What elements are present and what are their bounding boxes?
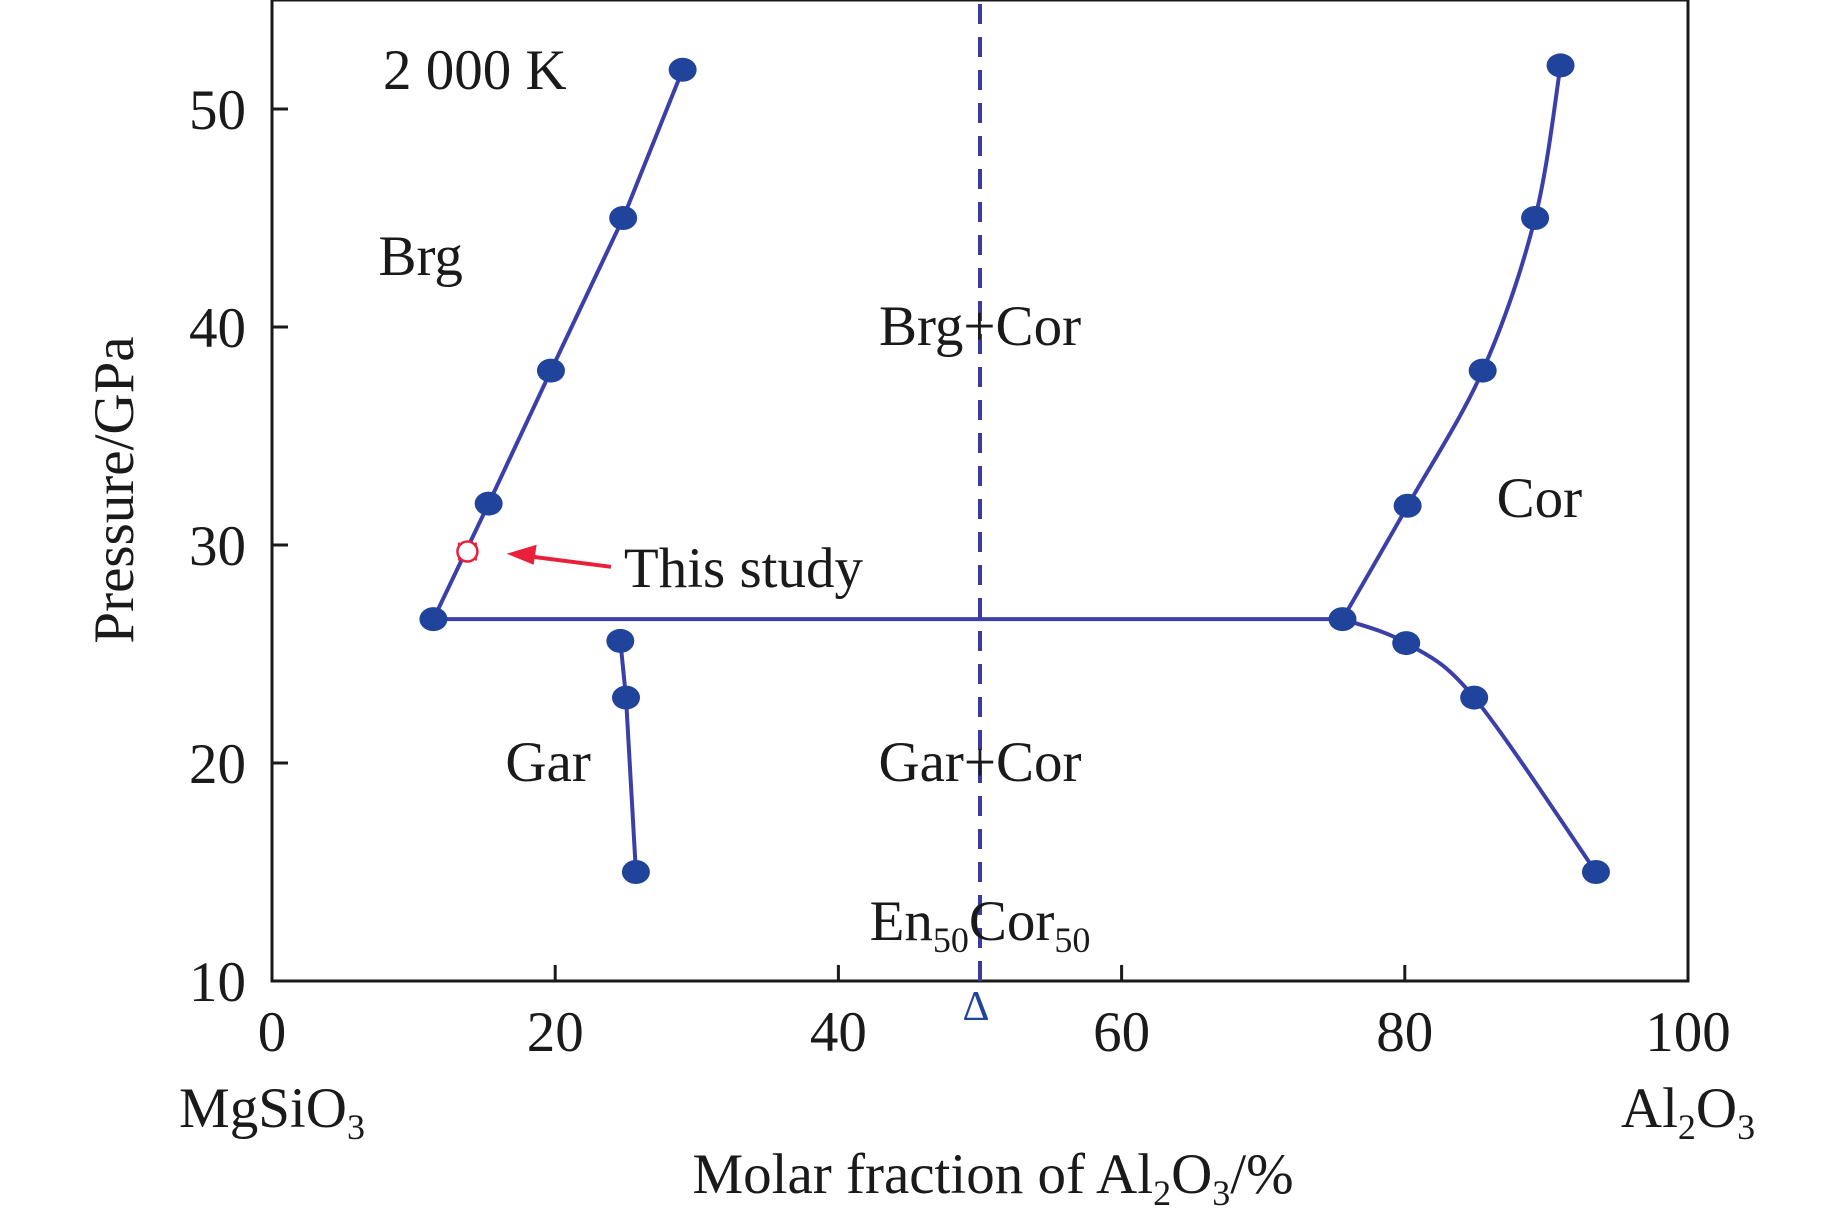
cor-upper-point-0 (1328, 607, 1357, 632)
composition-triangle-marker: Δ (962, 984, 989, 1030)
phase-region-labels: Brg Brg+Cor Cor Gar Gar+Cor (378, 225, 1582, 794)
x-tick-label-2: 40 (810, 1001, 867, 1064)
x-axis-title: Molar fraction of Al2O3/% (692, 1143, 1293, 1213)
y-tick-label-0: 10 (189, 951, 246, 1014)
region-label-brg: Brg (378, 225, 462, 288)
en50cor50-label: En50Cor50 (870, 890, 1091, 960)
region-label-gar-cor: Gar+Cor (878, 731, 1081, 794)
mgsio3-endmember-label: MgSiO3 (179, 1077, 365, 1147)
cor-upper-point-2 (1468, 358, 1497, 383)
x-tick-labels: 0 20 40 60 80 100 (258, 1001, 1731, 1064)
brg-boundary-point-1 (474, 491, 503, 516)
y-tick-labels: 10 20 30 40 50 (189, 79, 246, 1014)
brg-boundary-point-2 (536, 358, 565, 383)
cor-lower-line (1341, 617, 1598, 874)
brg-boundary-point-0 (419, 607, 448, 632)
temperature-label: 2 000 K (383, 39, 567, 102)
x-tick-label-0: 0 (258, 1001, 287, 1064)
x-tick-label-4: 80 (1376, 1001, 1433, 1064)
cor-lower-point-3 (1581, 860, 1610, 884)
y-tick-label-2: 30 (189, 515, 246, 578)
gar-boundary-line (618, 640, 638, 873)
this-study-point (456, 540, 479, 563)
region-label-cor: Cor (1497, 467, 1583, 530)
region-label-brg-cor: Brg+Cor (879, 295, 1081, 358)
al2o3-endmember-label: Al2O3 (1621, 1077, 1755, 1147)
gar-boundary-point-2 (621, 860, 650, 884)
y-axis-title: Pressure/GPa (83, 336, 146, 643)
region-label-gar: Gar (505, 731, 590, 794)
this-study-arrowhead (506, 544, 537, 565)
cor-lower-point-1 (1392, 631, 1421, 656)
gar-boundary-point-1 (612, 685, 640, 710)
tick-marks (270, 107, 1690, 983)
cor-lower-point-2 (1460, 685, 1489, 710)
x-tick-label-1: 20 (527, 1001, 584, 1064)
y-tick-label-1: 20 (189, 733, 246, 796)
cor-upper-point-1 (1393, 493, 1422, 518)
this-study-arrow (524, 553, 612, 569)
x-tick-label-5: 100 (1645, 1001, 1731, 1064)
this-study-label: This study (624, 537, 864, 600)
gar-boundary-point-0 (606, 628, 635, 653)
x-tick-label-3: 60 (1093, 1001, 1150, 1064)
data-points (419, 53, 1610, 884)
y-tick-label-4: 50 (189, 79, 246, 142)
this-study-annotation: This study (456, 537, 864, 600)
brg-boundary-point-4 (668, 57, 697, 82)
cor-upper-line (1340, 65, 1563, 621)
cor-upper-point-4 (1546, 53, 1575, 78)
cor-upper-point-3 (1521, 206, 1550, 230)
y-tick-label-3: 40 (189, 297, 246, 360)
brg-boundary-point-3 (609, 206, 638, 230)
